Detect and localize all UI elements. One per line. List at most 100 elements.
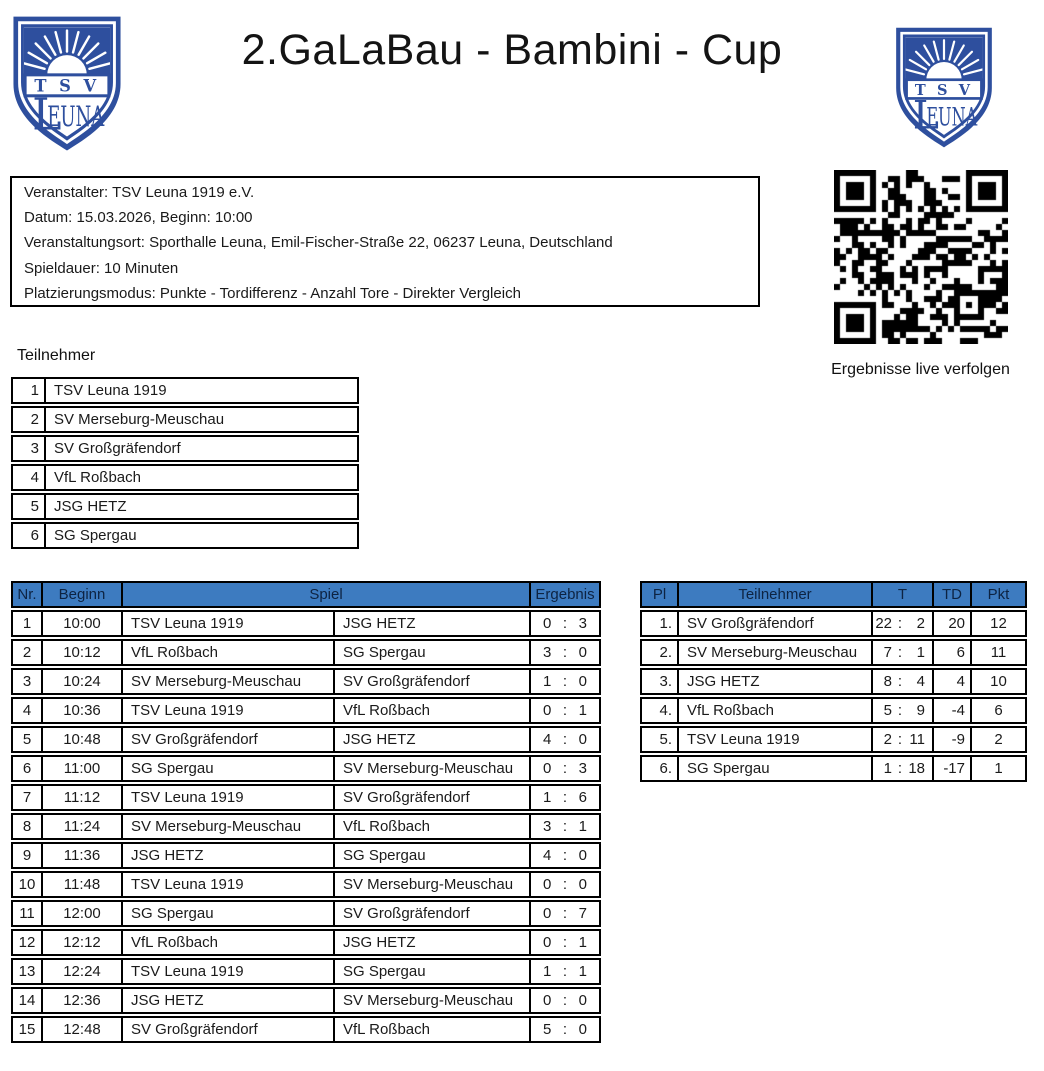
match-start-time: 11:00 [43, 757, 123, 780]
standings-points: 1 [994, 760, 1003, 777]
standings-team: JSG HETZ [679, 670, 873, 693]
participant-number: 5 [13, 495, 46, 518]
match-away-team: JSG HETZ [335, 728, 531, 751]
schedule-table: Nr. Beginn Spiel Ergebnis 1 10:00 TSV Le… [11, 581, 601, 1045]
participant-name: SG Spergau [54, 527, 137, 544]
schedule-row: 15 12:48 SV Großgräfendorf VfL Roßbach 5… [11, 1016, 601, 1043]
home-goals: 4 [543, 847, 552, 864]
match-result: 0 : 1 [531, 931, 599, 954]
away-goals: 7 [578, 905, 587, 922]
qr-block: Ergebnisse live verfolgen [793, 170, 1044, 379]
schedule-row: 7 11:12 TSV Leuna 1919 SV Großgräfendorf… [11, 784, 601, 811]
home-goals: 4 [543, 731, 552, 748]
participant-row: 4 VfL Roßbach [11, 464, 359, 491]
goals-for: 8 [883, 673, 892, 690]
standings-points: 11 [990, 644, 1007, 661]
match-result: 1 : 1 [531, 960, 599, 983]
match-start-time: 10:24 [43, 670, 123, 693]
home-goals: 5 [543, 1021, 552, 1038]
goals-against: 2 [916, 615, 925, 632]
standings-header-td: TD [934, 583, 972, 606]
away-goals: 1 [578, 963, 587, 980]
schedule-rows: 1 10:00 TSV Leuna 1919 JSG HETZ 0 : 3 2 … [11, 610, 601, 1043]
schedule-row: 1 10:00 TSV Leuna 1919 JSG HETZ 0 : 3 [11, 610, 601, 637]
participants-heading: Teilnehmer [17, 347, 96, 364]
standings-place: 6. [642, 757, 679, 780]
score-colon: : [562, 644, 568, 661]
participant-name: SV Merseburg-Meuschau [54, 411, 225, 428]
logo-leuna-initial: L [913, 93, 939, 139]
goals-for: 5 [883, 702, 892, 719]
score-colon: : [562, 905, 568, 922]
match-start-time: 10:12 [43, 641, 123, 664]
away-goals: 6 [578, 789, 587, 806]
schedule-row: 8 11:24 SV Merseburg-Meuschau VfL Roßbac… [11, 813, 601, 840]
match-home-team: TSV Leuna 1919 [123, 786, 335, 809]
home-goals: 0 [543, 992, 552, 1009]
standings-goal-diff: 4 [934, 670, 972, 693]
home-goals: 1 [543, 673, 552, 690]
match-result: 0 : 0 [531, 873, 599, 896]
qr-code [833, 170, 1008, 344]
match-number: 15 [13, 1018, 43, 1041]
match-result: 0 : 3 [531, 757, 599, 780]
logo-leuna-text: EUNA [926, 102, 978, 131]
schedule-row: 9 11:36 JSG HETZ SG Spergau 4 : 0 [11, 842, 601, 869]
tsv-leuna-shield: T S V L EUNA [13, 16, 121, 151]
match-away-team: VfL Roßbach [335, 699, 531, 722]
standings-place: 1. [642, 612, 679, 635]
standings-goals: 5 : 9 [873, 699, 934, 722]
match-number: 9 [13, 844, 43, 867]
standings-header-t: T [873, 583, 934, 606]
participant-row: 2 SV Merseburg-Meuschau [11, 406, 359, 433]
standings-place: 3. [642, 670, 679, 693]
away-goals: 3 [578, 615, 587, 632]
participant-name: TSV Leuna 1919 [54, 382, 167, 399]
participants-table: 1 TSV Leuna 1919 2 SV Merseburg-Meuschau… [11, 377, 359, 551]
standings-row: 5. TSV Leuna 1919 2 : 11 -9 2 [640, 726, 1027, 753]
goals-against: 18 [908, 760, 925, 777]
logo-tsv-text: T S V [915, 82, 973, 99]
schedule-header-beginn: Beginn [43, 583, 123, 606]
match-result: 0 : 7 [531, 902, 599, 925]
score-colon: : [897, 644, 903, 661]
match-away-team: SV Merseburg-Meuschau [335, 989, 531, 1012]
match-home-team: SG Spergau [123, 757, 335, 780]
match-away-team: SG Spergau [335, 844, 531, 867]
match-start-time: 10:48 [43, 728, 123, 751]
home-goals: 0 [543, 760, 552, 777]
away-goals: 1 [578, 702, 587, 719]
match-result: 3 : 1 [531, 815, 599, 838]
score-colon: : [562, 1021, 568, 1038]
match-start-time: 11:48 [43, 873, 123, 896]
match-number: 10 [13, 873, 43, 896]
match-number: 3 [13, 670, 43, 693]
score-colon: : [897, 702, 903, 719]
match-number: 7 [13, 786, 43, 809]
info-line-datum: Datum: 15.03.2026, Beginn: 10:00 [24, 209, 253, 227]
match-away-team: VfL Roßbach [335, 815, 531, 838]
tsv-leuna-logo-left: T S V L EUNA [8, 12, 126, 154]
match-number: 5 [13, 728, 43, 751]
standings-goals: 1 : 18 [873, 757, 934, 780]
home-goals: 0 [543, 934, 552, 951]
home-goals: 1 [543, 963, 552, 980]
standings-row: 6. SG Spergau 1 : 18 -17 1 [640, 755, 1027, 782]
score-colon: : [897, 731, 903, 748]
qr-caption: Ergebnisse live verfolgen [831, 361, 1010, 378]
standings-goal-diff: -17 [934, 757, 972, 780]
standings-row: 4. VfL Roßbach 5 : 9 -4 6 [640, 697, 1027, 724]
home-goals: 1 [543, 789, 552, 806]
match-home-team: TSV Leuna 1919 [123, 612, 335, 635]
match-number: 14 [13, 989, 43, 1012]
match-start-time: 12:24 [43, 960, 123, 983]
goals-for: 22 [875, 615, 892, 632]
match-away-team: SV Großgräfendorf [335, 786, 531, 809]
info-line-veranstalter: Veranstalter: TSV Leuna 1919 e.V. [24, 184, 255, 201]
match-result: 0 : 0 [531, 989, 599, 1012]
participant-number: 6 [13, 524, 46, 547]
goals-against: 9 [916, 702, 925, 719]
standings-team: SG Spergau [679, 757, 873, 780]
away-goals: 1 [578, 818, 587, 835]
